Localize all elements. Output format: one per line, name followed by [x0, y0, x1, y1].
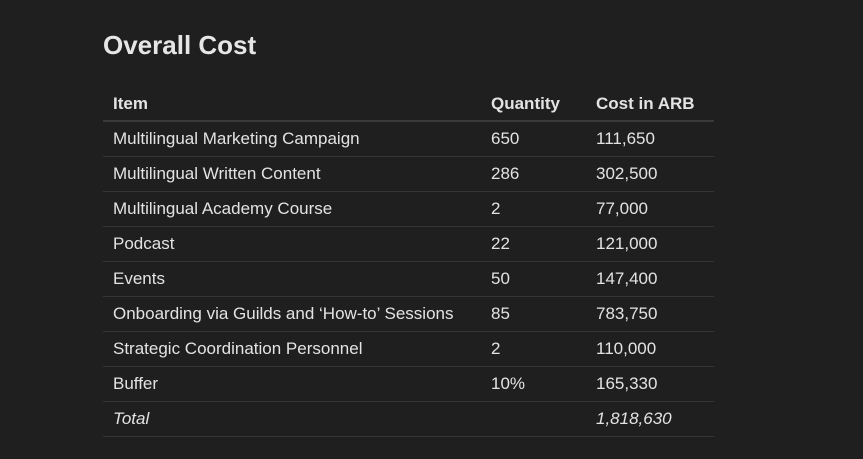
table-cell: 165,330	[586, 366, 714, 402]
table-cell: 85	[491, 296, 586, 332]
table-cell: 50	[491, 261, 586, 297]
column-header: Item	[103, 88, 491, 122]
table-cell: 22	[491, 226, 586, 262]
table-cell: Events	[103, 261, 491, 297]
total-row: Total 1,818,630	[103, 401, 714, 437]
table-cell: Multilingual Marketing Campaign	[103, 121, 491, 157]
title: Overall Cost	[103, 30, 257, 60]
total-label: Total	[103, 401, 491, 437]
table-row: Events 50 147,400	[103, 261, 714, 297]
table-cell: Multilingual Academy Course	[103, 191, 491, 227]
table-cell: 147,400	[586, 261, 714, 297]
table-cell: 110,000	[586, 331, 714, 367]
table-cell: Onboarding via Guilds and ‘How-to’ Sessi…	[103, 296, 491, 332]
table-cell: 2	[491, 191, 586, 227]
table-cell: 121,000	[586, 226, 714, 262]
table-cell: 77,000	[586, 191, 714, 227]
table-cell: 650	[491, 121, 586, 157]
column-header: Cost in ARB	[586, 88, 714, 122]
table-row: Buffer 10% 165,330	[103, 366, 714, 402]
table-body: Multilingual Marketing Campaign 650 111,65…	[103, 121, 714, 437]
table-row: Multilingual Academy Course 2 77,000	[103, 191, 714, 227]
table-row: Multilingual Written Content 286 302,500	[103, 156, 714, 192]
table-row: Strategic Coordination Personnel 2 110,000	[103, 331, 714, 367]
table-cell: 302,500	[586, 156, 714, 192]
table-cell: 286	[491, 156, 586, 192]
table-row: Multilingual Marketing Campaign 650 111,65…	[103, 121, 714, 157]
cost-table: Item Quantity Cost in ARB Multilingual Mar…	[103, 88, 714, 437]
table-cell: Buffer	[103, 366, 491, 402]
table-cell	[491, 401, 586, 437]
table-cell: 10%	[491, 366, 586, 402]
table-row: Podcast 22 121,000	[103, 226, 714, 262]
header-row: Item Quantity Cost in ARB	[103, 88, 714, 122]
total-cost: 1,818,630	[586, 401, 714, 437]
table-row: Onboarding via Guilds and ‘How-to’ Sessi…	[103, 296, 714, 332]
table-cell: Multilingual Written Content	[103, 156, 491, 192]
table-cell: Strategic Coordination Personnel	[103, 331, 491, 367]
table-cell: 783,750	[586, 296, 714, 332]
column-header: Quantity	[491, 88, 586, 122]
table-cell: 111,650	[586, 121, 714, 157]
table-cell: 2	[491, 331, 586, 367]
table-cell: Podcast	[103, 226, 491, 262]
